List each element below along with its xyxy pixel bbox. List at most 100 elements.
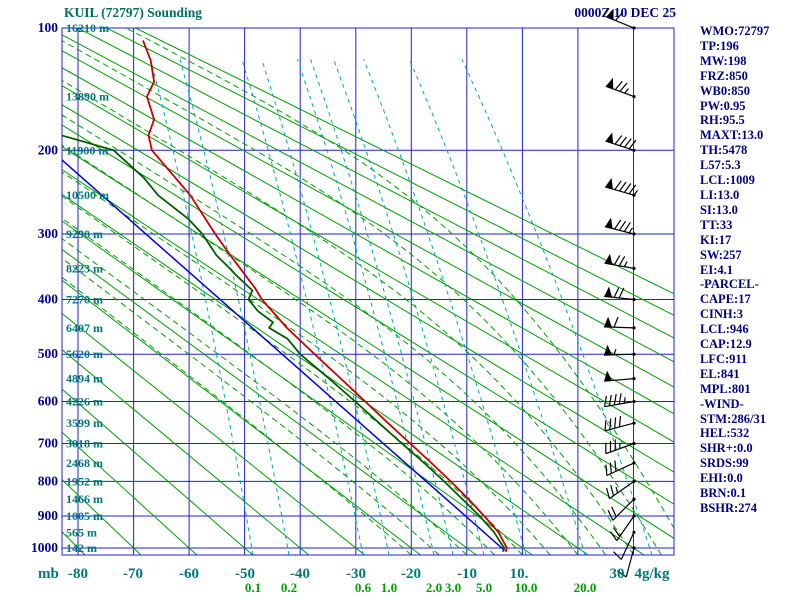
wind-barb: [604, 286, 636, 302]
height-label: 9290 m: [66, 227, 103, 241]
barb-full: [619, 136, 627, 147]
dry-adiabat: [62, 220, 533, 555]
wind-barb: [607, 497, 636, 521]
barb-half: [623, 397, 626, 404]
moist-adiabat: [62, 171, 551, 555]
wind-barb: [613, 530, 636, 560]
height-label: 2468 m: [66, 456, 103, 470]
dry-adiabat: [77, 28, 674, 339]
barb-full: [604, 419, 607, 431]
barb-full: [609, 462, 612, 474]
dry-adiabats: [62, 28, 674, 555]
moist-adiabat: [62, 276, 412, 555]
indices-panel: WMO:72797 TP:196 MW:198 FRZ:850 WB0:850 PW:0.…: [700, 24, 769, 516]
index-line: CAPE:17: [700, 292, 751, 307]
index-line: SI:13.0: [700, 202, 738, 217]
barb-full: [613, 393, 617, 406]
barb-shaft: [604, 295, 635, 301]
barb-full: [614, 180, 622, 191]
barb-full: [624, 138, 632, 148]
barb-full: [613, 551, 622, 560]
height-label: 1005 m: [66, 509, 103, 523]
index-line: EL:841: [700, 366, 740, 381]
index-line: SRDS:99: [700, 456, 749, 471]
wind-barb: [605, 77, 636, 99]
barb-full: [618, 415, 622, 427]
index-line: MW:198: [700, 53, 747, 68]
dry-adiabat: [62, 50, 674, 388]
wind-barb: [604, 415, 636, 432]
wind-barb: [606, 479, 636, 500]
wind-barb: [604, 217, 636, 236]
height-label: 7270 m: [66, 293, 103, 307]
index-line: CAP:12.9: [700, 337, 752, 352]
barb-full: [606, 487, 610, 499]
barb-half: [623, 261, 628, 267]
barb-full: [623, 183, 632, 193]
moist-adiabat: [62, 79, 634, 555]
dry-adiabat: [62, 388, 254, 555]
barb-full: [609, 418, 612, 430]
dry-adiabat: [135, 28, 674, 295]
barb-full: [616, 570, 627, 578]
barb-full: [613, 287, 620, 298]
index-line: PW:0.95: [700, 98, 746, 113]
index-line: FRZ:850: [700, 68, 748, 83]
pressure-axis-label: 800: [38, 473, 59, 488]
dry-adiabat: [62, 279, 421, 555]
barb-half: [615, 486, 619, 493]
index-line: -WIND-: [700, 396, 744, 411]
moist-adiabat: [127, 28, 674, 530]
dry-adiabat: [62, 85, 674, 443]
pressure-axis-label: 100: [38, 20, 59, 35]
barb-shaft: [604, 422, 635, 432]
barb-half: [613, 349, 617, 356]
index-line: BRN:0.1: [700, 486, 747, 501]
barb-full: [618, 255, 626, 267]
index-line: LCL:1009: [700, 173, 755, 188]
plot-frame: [61, 27, 675, 556]
barb-shaft: [625, 547, 635, 578]
wind-barb: [603, 316, 636, 330]
height-label: 3599 m: [66, 416, 103, 430]
barb-pennant: [604, 370, 613, 382]
mixing-ratio-line: [179, 59, 290, 555]
moist-adiabats: [62, 28, 674, 555]
index-line: LCL:946: [700, 322, 749, 337]
mixing-ratio-line: [150, 59, 254, 555]
barb-full: [608, 394, 612, 406]
mixing-ratio-line: [461, 59, 653, 555]
wind-barb: [605, 460, 636, 477]
temp-axis-label: -40: [290, 566, 310, 582]
index-line: MAXT:13.0: [700, 128, 764, 143]
temp-axis-label: -60: [179, 566, 199, 582]
barb-pennant: [606, 8, 614, 20]
wind-barbs: [603, 8, 638, 578]
index-line: TP:196: [700, 38, 739, 53]
dry-adiabat: [62, 146, 674, 539]
barb-pennant: [604, 286, 613, 298]
index-line: CINH:3: [700, 307, 744, 322]
mixing-ratio-line: [363, 59, 527, 555]
barb-full: [623, 222, 631, 232]
barb-pennant: [604, 344, 612, 356]
temp-axis-label: -10: [457, 566, 477, 582]
wind-barb: [616, 546, 636, 578]
temp-axis-label: -30: [346, 566, 366, 582]
height-label: 16210 m: [66, 21, 109, 35]
temperature-curve: [142, 40, 508, 552]
dry-adiabat: [62, 124, 674, 505]
index-line: TT:33: [700, 217, 733, 232]
mixing-ratio-axis-label: 3.0: [445, 580, 461, 595]
barb-full: [614, 417, 617, 429]
mixing-ratio-axis-label: 10.0: [515, 580, 538, 595]
barb-pennant: [604, 253, 613, 265]
barb-pennant: [604, 217, 613, 229]
parcel-line: [62, 159, 506, 552]
dry-adiabat: [62, 67, 674, 415]
pressure-axis-label: 200: [38, 142, 59, 157]
height-label: 4226 m: [66, 395, 103, 409]
chart-datetime: 0000Z 10 DEC 25: [574, 5, 676, 20]
